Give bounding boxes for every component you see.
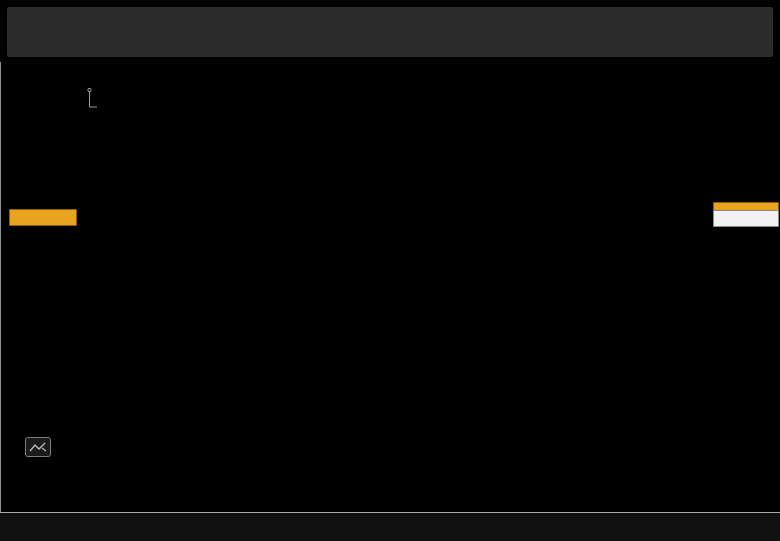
smavg-swatch-icon xyxy=(100,99,109,108)
edit-chart-button[interactable] xyxy=(25,437,51,457)
source-separator-line xyxy=(0,512,780,513)
bitcoin-swatch-icon xyxy=(100,111,109,120)
left-axis-price-tag xyxy=(9,209,77,226)
spx-swatch-icon xyxy=(100,87,109,96)
legend-tree-connector-icon xyxy=(87,87,97,108)
legend-item-bitcoin[interactable] xyxy=(100,109,458,121)
right-axis-line-value-tag xyxy=(713,210,779,227)
legend-item-smavg[interactable] xyxy=(100,97,458,109)
legend-item-spx[interactable] xyxy=(100,85,458,97)
title-bar xyxy=(7,7,773,57)
chart-line-icon xyxy=(29,442,47,452)
window-left-edge xyxy=(0,62,1,513)
chart-legend xyxy=(86,85,458,121)
source-bar xyxy=(0,513,780,541)
